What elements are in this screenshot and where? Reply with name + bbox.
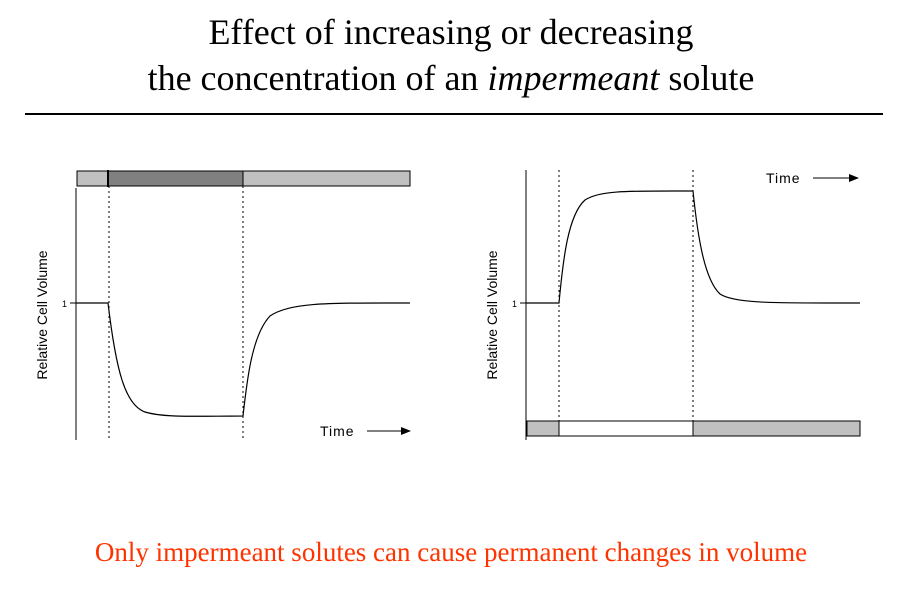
title-line-2-suffix: solute — [659, 58, 755, 98]
left-y-label: Relative Cell Volume — [34, 250, 50, 379]
title-line-2-prefix: the concentration of an — [147, 58, 488, 98]
footer-caption: Only impermeant solutes can cause perman… — [94, 537, 808, 567]
right-y-label: Relative Cell Volume — [484, 250, 500, 379]
right-volume-curve — [526, 190, 861, 304]
title-line-2-italic: impermeant — [487, 58, 660, 98]
left-bar-segment-1 — [76, 170, 109, 187]
left-time-label: Time — [320, 423, 355, 439]
right-time-label: Time — [766, 170, 801, 186]
right-y-tick: 1 — [512, 299, 517, 309]
right-bar-segment-3 — [692, 420, 861, 437]
left-plot: 1 Relative Cell Volume Time — [34, 170, 411, 440]
title-line-1: Effect of increasing or decreasing — [208, 12, 694, 52]
left-bar-segment-3 — [242, 170, 411, 187]
left-volume-curve — [76, 302, 411, 417]
right-plot: 1 Relative Cell Volume Time — [484, 170, 861, 440]
title-line-2: the concentration of an impermeant solut… — [0, 56, 902, 100]
left-y-tick: 1 — [62, 299, 67, 309]
right-bar-segment-2 — [558, 420, 694, 437]
title-divider — [25, 113, 883, 115]
left-bar-segment-2 — [107, 170, 244, 187]
right-bar-segment-1 — [526, 420, 560, 437]
